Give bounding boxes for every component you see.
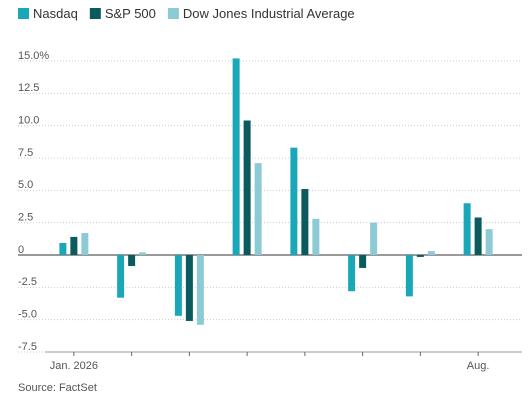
bar [370, 222, 378, 255]
y-tick-label: 7.5 [18, 147, 33, 159]
bar [301, 189, 309, 255]
legend-swatch [89, 8, 101, 19]
y-tick-label: 12.5 [18, 82, 39, 94]
bar [81, 233, 89, 255]
y-tick-label: -2.5 [18, 276, 37, 288]
y-tick-label: 15.0% [18, 50, 49, 62]
bar [427, 251, 435, 255]
legend-label: Dow Jones Industrial Average [183, 6, 355, 21]
bar [405, 255, 413, 297]
y-tick-label: 10.0 [18, 115, 39, 127]
bar [243, 120, 251, 255]
y-tick-label: -7.5 [18, 341, 37, 353]
y-tick-label: 2.5 [18, 212, 33, 224]
y-tick-label: 5.0 [18, 179, 33, 191]
bar [485, 229, 493, 255]
bar [348, 255, 356, 292]
legend-swatch [18, 8, 29, 19]
bar [312, 218, 320, 255]
bar [139, 252, 147, 255]
bar [254, 163, 262, 255]
bar [196, 255, 204, 325]
legend-swatch [167, 8, 179, 19]
x-tick-label: Aug. [467, 360, 490, 372]
bar [232, 58, 240, 256]
bar [70, 236, 78, 255]
bar [290, 147, 298, 255]
y-tick-label: -5.0 [18, 309, 37, 321]
source: Source: FactSet [18, 382, 97, 394]
bar [463, 203, 471, 255]
bar [59, 242, 67, 255]
x-tick-label: Jan. 2026 [50, 360, 98, 372]
bar [359, 255, 367, 268]
bar [474, 217, 482, 255]
legend-label: S&P 500 [105, 6, 156, 21]
bar [416, 255, 424, 257]
bar [117, 255, 125, 298]
bar [174, 255, 182, 316]
bar [128, 255, 136, 266]
legend-label: Nasdaq [33, 6, 78, 21]
y-tick-label: 0 [18, 244, 24, 256]
bar [185, 255, 193, 321]
